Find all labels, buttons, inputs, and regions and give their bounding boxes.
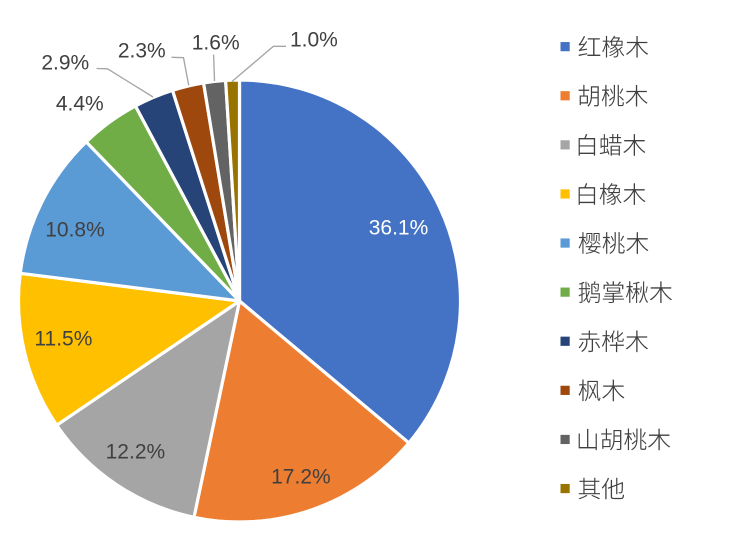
svg-text:12.2%: 12.2% (106, 440, 166, 463)
svg-text:1.6%: 1.6% (192, 31, 240, 54)
svg-text:2.3%: 2.3% (118, 39, 166, 62)
svg-text:1.0%: 1.0% (290, 28, 338, 51)
svg-text:2.9%: 2.9% (41, 51, 89, 74)
svg-text:11.5%: 11.5% (34, 328, 92, 351)
svg-text:10.8%: 10.8% (45, 218, 105, 241)
svg-text:17.2%: 17.2% (271, 465, 331, 488)
svg-text:4.4%: 4.4% (56, 92, 104, 115)
svg-text:36.1%: 36.1% (369, 217, 429, 240)
